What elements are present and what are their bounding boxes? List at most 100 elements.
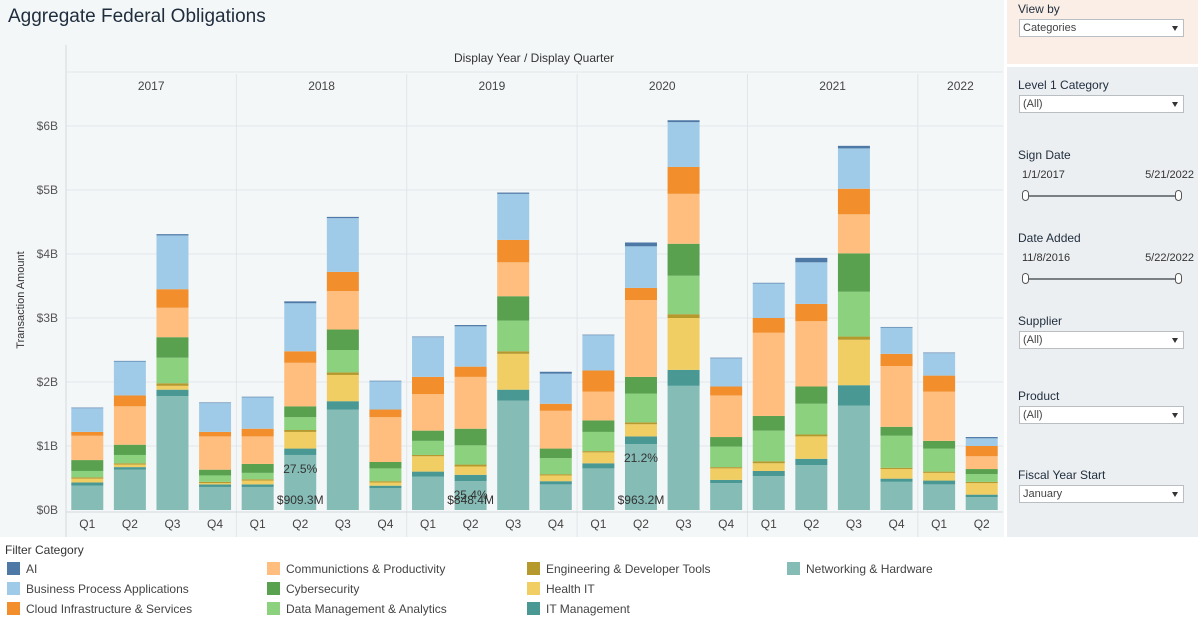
- x-tick-label: Q3: [676, 517, 692, 531]
- bar-segment: [412, 430, 445, 441]
- bar-segment: [667, 275, 700, 315]
- sign-date-slider-track[interactable]: [1025, 195, 1179, 197]
- bar-segment: [199, 484, 232, 487]
- sign-date-start-handle[interactable]: [1022, 190, 1029, 201]
- bar-segment: [667, 369, 700, 386]
- bar-segment: [199, 402, 232, 404]
- bar-segment: [539, 481, 572, 485]
- legend-item[interactable]: Networking & Hardware: [787, 562, 933, 576]
- bar-segment: [156, 337, 189, 358]
- bar-segment: [199, 483, 232, 485]
- bar-segment: [284, 303, 317, 352]
- view-by-select[interactable]: Categories: [1019, 19, 1184, 37]
- x-tick-label: Q1: [420, 517, 436, 531]
- bar-segment: [965, 446, 998, 457]
- legend-swatch: [527, 602, 540, 615]
- product-label: Product: [1018, 389, 1060, 403]
- bar-segment: [454, 366, 487, 377]
- fiscal-year-select[interactable]: January: [1019, 485, 1184, 503]
- legend-item[interactable]: Engineering & Developer Tools: [527, 562, 711, 576]
- bar-segment: [284, 301, 317, 304]
- bar-segment: [284, 351, 317, 363]
- bar-segment: [241, 484, 274, 487]
- legend-label: Business Process Applications: [26, 582, 189, 596]
- bar-segment: [454, 466, 487, 475]
- chevron-down-icon: [1172, 413, 1178, 418]
- legend-item[interactable]: Cybersecurity: [267, 582, 359, 596]
- bar-segment: [923, 448, 956, 472]
- bar-segment: [369, 485, 402, 489]
- bar-segment: [923, 391, 956, 441]
- legend-label: Networking & Hardware: [806, 562, 933, 576]
- bar-segment: [752, 282, 785, 284]
- bar-segment: [497, 389, 530, 401]
- legend-item[interactable]: Health IT: [527, 582, 595, 596]
- x-tick-label: Q4: [548, 517, 564, 531]
- product-select[interactable]: (All): [1019, 406, 1184, 424]
- bar-segment: [795, 465, 828, 510]
- bar-segment: [412, 456, 445, 472]
- bar-segment: [326, 329, 359, 350]
- legend-label: Cloud Infrastructure & Services: [26, 602, 193, 616]
- legend-item[interactable]: Data Management & Analytics: [267, 602, 447, 616]
- bar-segment: [837, 253, 870, 292]
- date-added-end-handle[interactable]: [1175, 273, 1182, 284]
- legend-item[interactable]: Communictions & Productivity: [267, 562, 445, 576]
- chevron-down-icon: [1172, 492, 1178, 497]
- bar-segment: [241, 480, 274, 485]
- bar-segment: [795, 386, 828, 404]
- bar-segment: [369, 482, 402, 486]
- x-tick-label: Q3: [164, 517, 180, 531]
- bar-segment: [284, 406, 317, 418]
- bar-segment: [923, 471, 956, 473]
- sign-date-end-handle[interactable]: [1175, 190, 1182, 201]
- bar-segment: [71, 408, 104, 432]
- bar-segment: [454, 428, 487, 446]
- bar-segment: [795, 403, 828, 435]
- level1-select[interactable]: (All): [1019, 95, 1184, 113]
- product-value: (All): [1023, 409, 1043, 421]
- legend-item[interactable]: IT Management: [527, 602, 630, 616]
- y-tick-label: $6B: [37, 119, 58, 133]
- year-label: 2017: [138, 79, 165, 93]
- bar-segment: [880, 478, 913, 482]
- level1-label: Level 1 Category: [1018, 78, 1109, 92]
- bar-segment: [965, 497, 998, 510]
- x-tick-label: Q3: [505, 517, 521, 531]
- bar-segment: [369, 417, 402, 462]
- bar-segment: [667, 385, 700, 510]
- bar-segment: [880, 469, 913, 479]
- date-added-end: 5/22/2022: [1145, 252, 1194, 264]
- legend-item[interactable]: Cloud Infrastructure & Services: [7, 602, 192, 616]
- date-added-start-handle[interactable]: [1022, 273, 1029, 284]
- bar-segment: [667, 193, 700, 244]
- bar-segment: [795, 257, 828, 263]
- bar-segment: [156, 234, 189, 236]
- date-added-slider-track[interactable]: [1025, 278, 1179, 280]
- bar-segment: [582, 468, 615, 510]
- bar-segment: [965, 437, 998, 439]
- bar-segment: [497, 400, 530, 510]
- legend-item[interactable]: AI: [7, 562, 37, 576]
- x-tick-label: Q1: [590, 517, 606, 531]
- chart-panel: $0B $1B $2B $3B $4B $5B $6B Transaction Amount D…: [0, 0, 1004, 537]
- bar-segment: [624, 436, 657, 445]
- bar-segment: [752, 461, 785, 464]
- legend-item[interactable]: Business Process Applications: [7, 582, 189, 596]
- bar-segment: [113, 469, 146, 510]
- supplier-select[interactable]: (All): [1019, 331, 1184, 349]
- bar-segment: [284, 417, 317, 430]
- x-tick-label: Q1: [250, 517, 266, 531]
- filters-panel: Level 1 Category (All) Sign Date 1/1/201…: [1007, 67, 1198, 537]
- bar-segment: [71, 460, 104, 471]
- bar-segment: [667, 122, 700, 167]
- level1-value: (All): [1023, 98, 1043, 110]
- x-tick-label: Q1: [761, 517, 777, 531]
- bar-segment: [582, 370, 615, 392]
- bar-segment: [752, 430, 785, 462]
- legend-swatch: [7, 602, 20, 615]
- x-tick-label: Q2: [633, 517, 649, 531]
- bar-segment: [539, 410, 572, 449]
- bar-segment: [241, 436, 274, 464]
- view-by-value: Categories: [1023, 22, 1077, 34]
